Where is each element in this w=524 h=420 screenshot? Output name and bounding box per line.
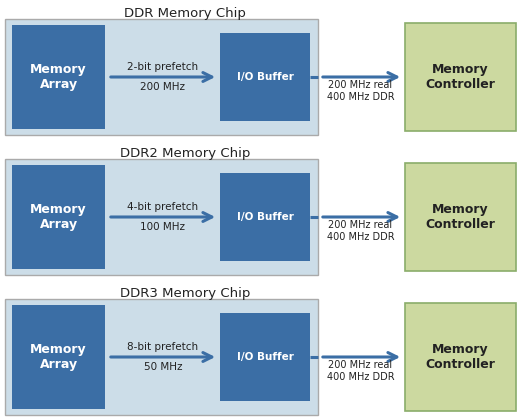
Text: 2-bit prefetch: 2-bit prefetch	[127, 62, 199, 72]
Text: 4-bit prefetch: 4-bit prefetch	[127, 202, 199, 212]
Bar	[5, 299, 318, 415]
Bar	[5, 159, 318, 275]
Bar	[12, 305, 105, 409]
Text: Memory
Array: Memory Array	[30, 343, 87, 371]
Text: Memory
Controller: Memory Controller	[425, 63, 495, 91]
Bar	[5, 19, 318, 135]
Text: I/O Buffer: I/O Buffer	[236, 352, 293, 362]
Bar	[12, 25, 105, 129]
Text: I/O Buffer: I/O Buffer	[236, 212, 293, 222]
Text: DDR Memory Chip: DDR Memory Chip	[124, 7, 246, 20]
Text: DDR2 Memory Chip: DDR2 Memory Chip	[120, 147, 250, 160]
Text: 200 MHz: 200 MHz	[140, 82, 185, 92]
Bar	[220, 173, 310, 261]
Text: 200 MHz real
400 MHz DDR: 200 MHz real 400 MHz DDR	[326, 360, 395, 382]
Bar	[405, 23, 516, 131]
Text: I/O Buffer: I/O Buffer	[236, 72, 293, 82]
Text: 50 MHz: 50 MHz	[144, 362, 182, 372]
Text: 100 MHz: 100 MHz	[140, 222, 185, 232]
Text: Memory
Array: Memory Array	[30, 63, 87, 91]
Bar	[405, 163, 516, 271]
Text: Memory
Controller: Memory Controller	[425, 203, 495, 231]
Bar	[220, 313, 310, 401]
Text: DDR3 Memory Chip: DDR3 Memory Chip	[120, 287, 250, 300]
Text: Memory
Controller: Memory Controller	[425, 343, 495, 371]
Text: 8-bit prefetch: 8-bit prefetch	[127, 342, 199, 352]
Text: 200 MHz real
400 MHz DDR: 200 MHz real 400 MHz DDR	[326, 220, 395, 242]
Bar	[12, 165, 105, 269]
Text: Memory
Array: Memory Array	[30, 203, 87, 231]
Bar	[220, 33, 310, 121]
Text: 200 MHz real
400 MHz DDR: 200 MHz real 400 MHz DDR	[326, 80, 395, 102]
Bar	[405, 303, 516, 411]
